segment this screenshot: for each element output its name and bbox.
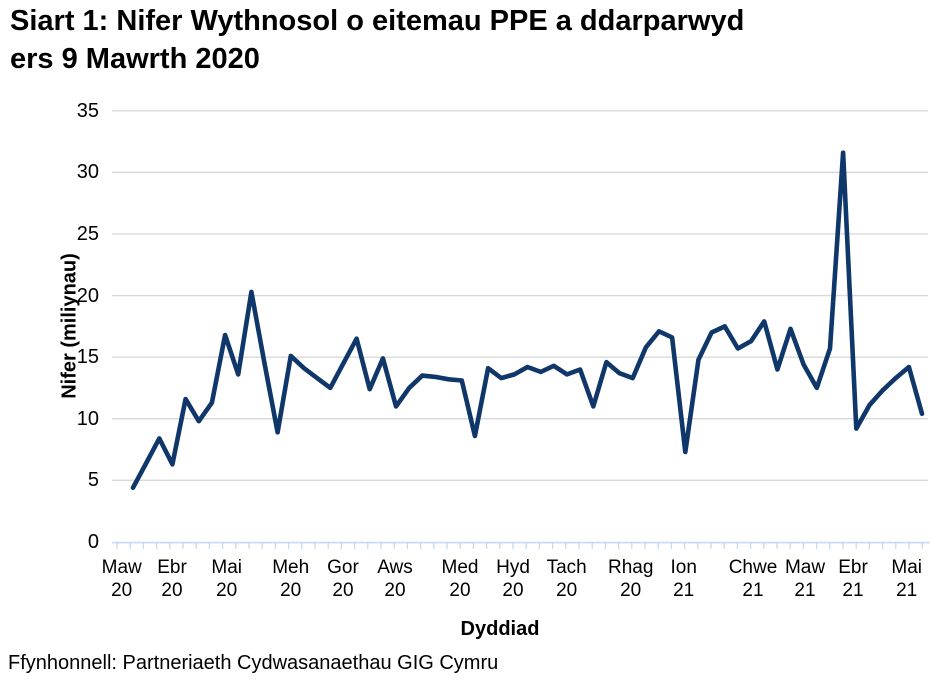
y-tick-label: 5 [87,469,99,492]
data-line-ppe [130,150,925,491]
x-tick-label: Rhag 20 [607,557,654,601]
x-tick-label: Chwe 21 [728,557,778,601]
x-tick-label: Ebr 20 [157,557,187,601]
x-tick-label: Mai 21 [891,557,922,601]
x-tick-label: Ebr 21 [838,557,868,601]
x-tick-label: Ion 21 [670,557,697,601]
x-tick-label: Med 20 [441,557,479,601]
y-axis-title: Nifer (miliynau) [58,253,81,399]
y-tick-label: 10 [76,407,99,430]
y-tick-label: 35 [76,99,99,122]
x-tick-label: Maw 21 [784,557,826,601]
y-tick-label: 15 [76,346,99,369]
x-tick-label: Meh 20 [272,557,310,601]
x-axis-title: Dyddiad [460,618,540,640]
x-tick-label: Aws 20 [377,557,413,601]
x-tick-label: Tach 20 [546,557,587,601]
x-tick-label: Maw 20 [101,557,142,601]
x-tick-label: Gor 20 [327,557,359,601]
x-tick-label: Mai 20 [211,557,242,601]
chart-title: Siart 1: Nifer Wythnosol o eitemau PPE a… [10,5,745,75]
y-tick-label: 25 [76,222,99,245]
x-tick-label: Hyd 20 [496,557,530,601]
y-tick-label: 0 [87,530,99,553]
y-tick-label: 20 [76,284,99,307]
y-tick-label: 30 [76,161,99,184]
source-note: Ffynhonnell: Partneriaeth Cydwasanaethau… [8,652,499,674]
